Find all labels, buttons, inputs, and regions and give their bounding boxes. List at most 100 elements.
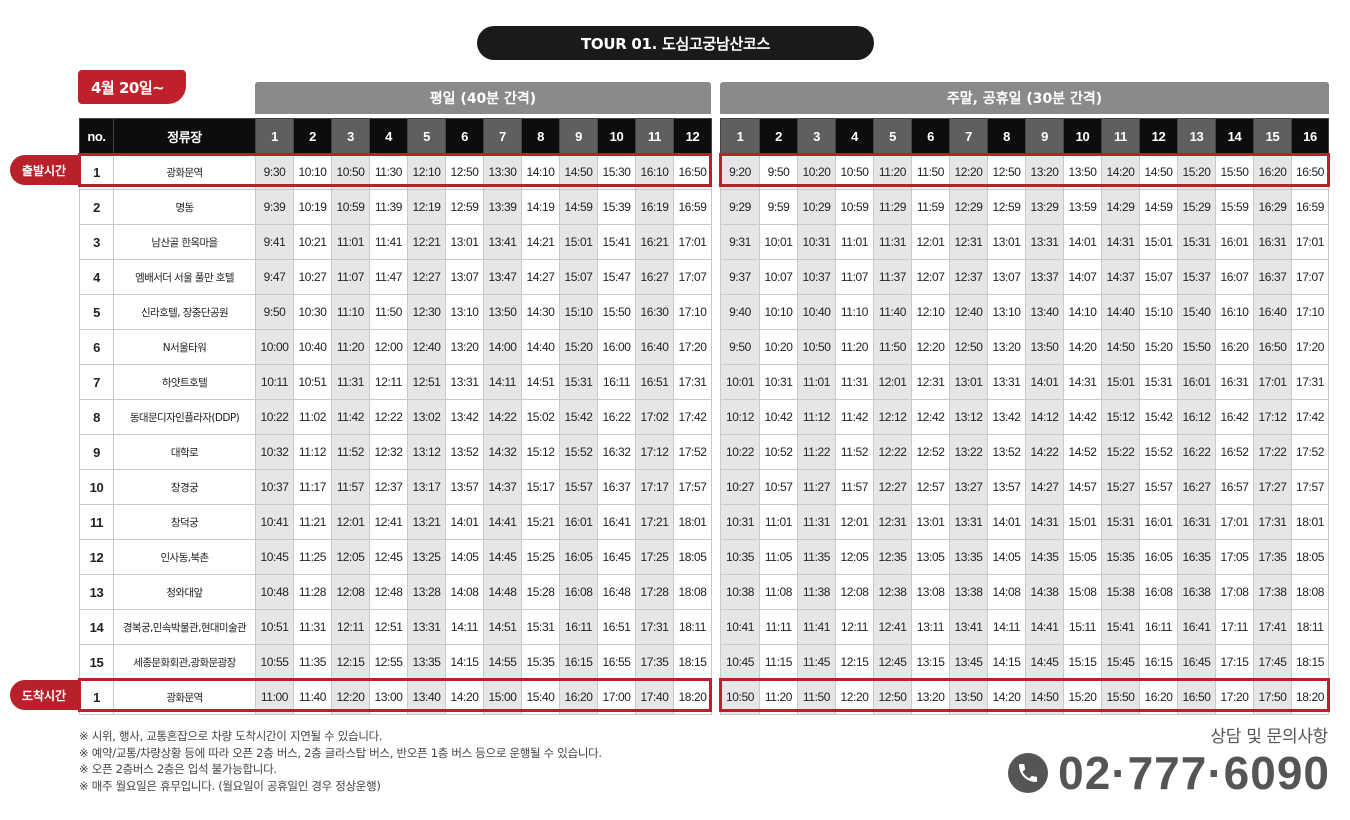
weekday-time-cell: 13:31 bbox=[407, 609, 446, 645]
weekend-time-cell: 15:31 bbox=[1101, 504, 1140, 540]
weekend-time-cell: 13:10 bbox=[987, 294, 1026, 330]
weekend-time-cell: 11:20 bbox=[759, 679, 798, 715]
weekend-time-cell: 14:01 bbox=[1063, 224, 1102, 260]
weekend-time-cell: 16:22 bbox=[1177, 434, 1216, 470]
weekday-time-cell: 15:35 bbox=[521, 644, 560, 680]
weekday-time-cell: 13:47 bbox=[483, 259, 522, 295]
weekday-time-cell: 12:10 bbox=[407, 154, 446, 190]
table-row: 15 세종문화회관,광화문광장 10:55 11:35 12:15 12:55 13:35 1… bbox=[79, 644, 712, 680]
weekend-time-cell: 11:10 bbox=[835, 294, 874, 330]
weekend-time-cell: 17:52 bbox=[1291, 434, 1329, 470]
weekday-time-cell: 16:55 bbox=[597, 644, 636, 680]
weekday-time-cell: 13:21 bbox=[407, 504, 446, 540]
weekend-time-cell: 15:45 bbox=[1101, 644, 1140, 680]
weekend-time-cell: 12:01 bbox=[873, 364, 912, 400]
weekday-time-cell: 14:45 bbox=[483, 539, 522, 575]
weekend-time-cell: 17:45 bbox=[1253, 644, 1292, 680]
weekend-time-cell: 16:12 bbox=[1177, 399, 1216, 435]
weekend-time-cell: 12:08 bbox=[835, 574, 874, 610]
weekend-time-cell: 16:52 bbox=[1215, 434, 1254, 470]
weekend-time-cell: 13:40 bbox=[1025, 294, 1064, 330]
table-row: 9:20 9:50 10:20 10:50 11:20 11:50 12:20 12:50 13… bbox=[720, 154, 1329, 190]
weekday-time-cell: 11:47 bbox=[369, 259, 408, 295]
weekday-time-cell: 11:20 bbox=[331, 329, 370, 365]
weekend-time-cell: 10:12 bbox=[720, 399, 760, 435]
weekday-time-cell: 17:00 bbox=[597, 679, 636, 715]
weekend-time-cell: 17:08 bbox=[1215, 574, 1254, 610]
weekday-time-cell: 13:17 bbox=[407, 469, 446, 505]
weekend-time-cell: 11:42 bbox=[835, 399, 874, 435]
weekend-time-cell: 16:57 bbox=[1215, 469, 1254, 505]
weekend-time-cell: 13:41 bbox=[949, 609, 988, 645]
weekday-time-cell: 18:08 bbox=[673, 574, 712, 610]
table-row: 9 대학로 10:32 11:12 11:52 12:32 13:12 13:52 14:32 1… bbox=[79, 434, 712, 470]
weekend-time-cell: 9:37 bbox=[720, 259, 760, 295]
stop-number: 1 bbox=[79, 679, 114, 715]
weekend-time-cell: 17:12 bbox=[1253, 399, 1292, 435]
weekend-run-header: 4 bbox=[835, 118, 874, 155]
weekend-time-cell: 9:59 bbox=[759, 189, 798, 225]
weekday-time-cell: 11:31 bbox=[331, 364, 370, 400]
weekend-time-cell: 14:15 bbox=[987, 644, 1026, 680]
weekend-run-header: 8 bbox=[987, 118, 1026, 155]
weekend-time-cell: 17:01 bbox=[1215, 504, 1254, 540]
weekend-header-row: 1 2 3 4 5 6 7 8 9 10 11 12 13 14 15 16 bbox=[720, 118, 1329, 155]
weekend-time-cell: 12:07 bbox=[911, 259, 950, 295]
weekday-time-cell: 17:31 bbox=[635, 609, 674, 645]
weekday-time-cell: 16:37 bbox=[597, 469, 636, 505]
phone-number-block[interactable]: 02·777·6090 bbox=[1008, 746, 1330, 800]
weekday-time-cell: 11:17 bbox=[293, 469, 332, 505]
weekday-time-cell: 16:00 bbox=[597, 329, 636, 365]
table-row: 9:29 9:59 10:29 10:59 11:29 11:59 12:29 12:59 13… bbox=[720, 189, 1329, 225]
weekend-time-cell: 15:29 bbox=[1177, 189, 1216, 225]
stop-number: 2 bbox=[79, 189, 114, 225]
weekday-section-header: 평일 (40분 간격) bbox=[255, 82, 711, 114]
weekday-time-cell: 16:22 bbox=[597, 399, 636, 435]
weekday-time-cell: 12:45 bbox=[369, 539, 408, 575]
weekend-time-cell: 16:41 bbox=[1177, 609, 1216, 645]
weekday-time-cell: 12:32 bbox=[369, 434, 408, 470]
weekend-time-cell: 12:20 bbox=[949, 154, 988, 190]
stop-number: 15 bbox=[79, 644, 114, 680]
weekend-time-cell: 17:20 bbox=[1215, 679, 1254, 715]
weekend-time-cell: 10:10 bbox=[759, 294, 798, 330]
weekday-time-cell: 14:40 bbox=[521, 329, 560, 365]
weekend-time-cell: 9:29 bbox=[720, 189, 760, 225]
stop-name: N서울타워 bbox=[113, 329, 256, 365]
weekday-time-cell: 16:01 bbox=[559, 504, 598, 540]
weekend-time-cell: 16:01 bbox=[1139, 504, 1178, 540]
weekend-time-cell: 16:35 bbox=[1177, 539, 1216, 575]
weekend-time-cell: 15:15 bbox=[1063, 644, 1102, 680]
weekend-time-cell: 16:31 bbox=[1215, 364, 1254, 400]
weekday-time-cell: 15:07 bbox=[559, 259, 598, 295]
stop-number: 6 bbox=[79, 329, 114, 365]
weekend-time-cell: 10:50 bbox=[720, 679, 760, 715]
weekday-time-cell: 11:12 bbox=[293, 434, 332, 470]
weekday-time-cell: 15:21 bbox=[521, 504, 560, 540]
weekend-run-header: 7 bbox=[949, 118, 988, 155]
table-row: 10:01 10:31 11:01 11:31 12:01 12:31 13:01 13:31… bbox=[720, 364, 1329, 400]
weekend-time-cell: 9:40 bbox=[720, 294, 760, 330]
weekday-time-cell: 17:21 bbox=[635, 504, 674, 540]
weekday-time-cell: 11:57 bbox=[331, 469, 370, 505]
weekend-run-header: 6 bbox=[911, 118, 950, 155]
weekend-time-cell: 14:45 bbox=[1025, 644, 1064, 680]
weekday-time-cell: 15:39 bbox=[597, 189, 636, 225]
weekend-time-cell: 14:05 bbox=[987, 539, 1026, 575]
weekend-run-header: 1 bbox=[720, 118, 760, 155]
weekday-time-cell: 16:08 bbox=[559, 574, 598, 610]
weekday-run-header: 10 bbox=[597, 118, 636, 155]
table-row: 10:50 11:20 11:50 12:20 12:50 13:20 13:50 14:20… bbox=[720, 679, 1329, 715]
weekday-time-cell: 16:21 bbox=[635, 224, 674, 260]
weekday-time-cell: 18:11 bbox=[673, 609, 712, 645]
weekday-time-cell: 11:35 bbox=[293, 644, 332, 680]
weekday-time-cell: 11:28 bbox=[293, 574, 332, 610]
stop-name: 인사동,북촌 bbox=[113, 539, 256, 575]
weekday-time-cell: 17:20 bbox=[673, 329, 712, 365]
weekend-time-cell: 16:50 bbox=[1253, 329, 1292, 365]
weekday-time-cell: 17:17 bbox=[635, 469, 674, 505]
weekend-time-cell: 10:57 bbox=[759, 469, 798, 505]
weekday-time-cell: 16:27 bbox=[635, 259, 674, 295]
weekend-time-cell: 17:11 bbox=[1215, 609, 1254, 645]
weekday-time-cell: 17:02 bbox=[635, 399, 674, 435]
